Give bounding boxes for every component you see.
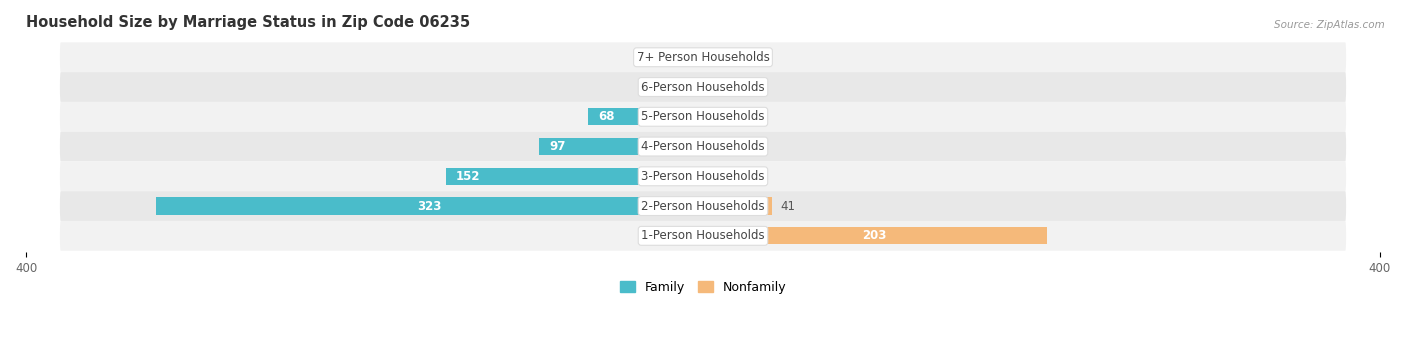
Bar	[446, 168, 703, 185]
Bar	[156, 198, 703, 215]
FancyBboxPatch shape	[60, 72, 1346, 102]
Bar	[703, 168, 717, 185]
Text: 323: 323	[418, 200, 441, 212]
Bar	[703, 227, 1046, 244]
Text: 4: 4	[681, 81, 688, 94]
Bar	[538, 138, 703, 155]
Text: 7+ Person Households: 7+ Person Households	[637, 51, 769, 64]
Bar	[588, 108, 703, 125]
FancyBboxPatch shape	[60, 102, 1346, 132]
Bar	[696, 79, 703, 96]
Text: 3-Person Households: 3-Person Households	[641, 170, 765, 183]
Text: 68: 68	[598, 110, 614, 123]
FancyBboxPatch shape	[60, 191, 1346, 221]
FancyBboxPatch shape	[60, 221, 1346, 251]
Text: Household Size by Marriage Status in Zip Code 06235: Household Size by Marriage Status in Zip…	[27, 15, 470, 30]
Text: 152: 152	[456, 170, 481, 183]
Legend: Family, Nonfamily: Family, Nonfamily	[614, 276, 792, 299]
Text: 41: 41	[780, 200, 796, 212]
Text: Source: ZipAtlas.com: Source: ZipAtlas.com	[1274, 20, 1385, 30]
Text: 8: 8	[725, 170, 733, 183]
Text: 5-Person Households: 5-Person Households	[641, 110, 765, 123]
Text: 3: 3	[682, 51, 689, 64]
FancyBboxPatch shape	[60, 42, 1346, 72]
FancyBboxPatch shape	[60, 132, 1346, 162]
FancyBboxPatch shape	[60, 162, 1346, 191]
Text: 97: 97	[548, 140, 565, 153]
Bar	[703, 198, 772, 215]
Bar	[697, 49, 703, 66]
Text: 2-Person Households: 2-Person Households	[641, 200, 765, 212]
Text: 6-Person Households: 6-Person Households	[641, 81, 765, 94]
Text: 1-Person Households: 1-Person Households	[641, 230, 765, 242]
Text: 203: 203	[862, 230, 887, 242]
Text: 4-Person Households: 4-Person Households	[641, 140, 765, 153]
